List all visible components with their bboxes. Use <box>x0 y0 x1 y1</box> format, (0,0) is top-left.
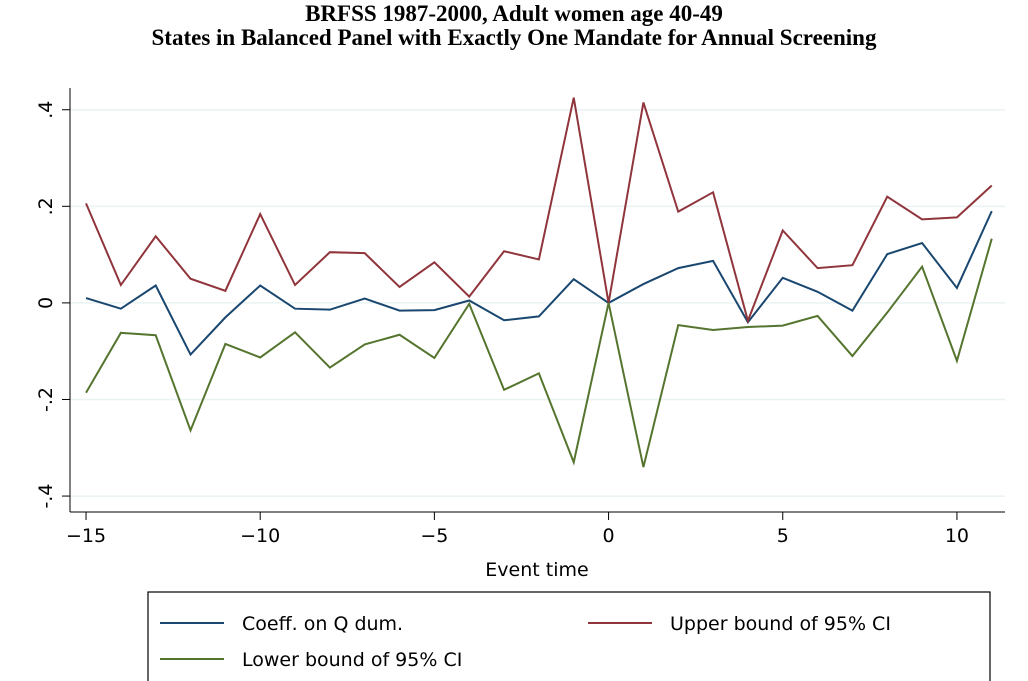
y-tick-label: -.4 <box>35 484 57 509</box>
x-tick-label: −10 <box>240 525 280 547</box>
series-line <box>85 97 993 324</box>
chart-title: BRFSS 1987-2000, Adult women age 40-49 <box>305 1 723 26</box>
chart-subtitle: States in Balanced Panel with Exactly On… <box>152 25 877 50</box>
x-tick-label: 5 <box>777 525 789 547</box>
y-tick-label: 0 <box>35 297 57 309</box>
legend-label: Upper bound of 95% CI <box>670 613 891 635</box>
x-tick-label: 0 <box>603 525 615 547</box>
legend-label: Lower bound of 95% CI <box>242 649 462 671</box>
series-line <box>85 238 993 468</box>
legend-box <box>147 591 991 681</box>
x-tick-label: −5 <box>420 525 448 547</box>
x-tick-label: 10 <box>945 525 969 547</box>
y-tick-label: .2 <box>35 197 57 215</box>
x-axis-label: Event time <box>485 559 588 581</box>
series-line <box>85 210 993 357</box>
legend-label: Coeff. on Q dum. <box>242 613 403 635</box>
y-tick-label: -.2 <box>35 387 57 412</box>
x-tick-label: −15 <box>66 525 106 547</box>
y-tick-label: .4 <box>35 101 57 119</box>
